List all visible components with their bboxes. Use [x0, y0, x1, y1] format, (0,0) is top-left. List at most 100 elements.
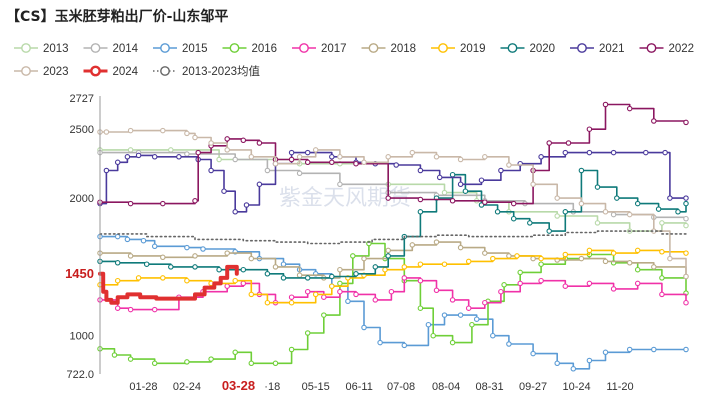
series-point-2022-15 — [417, 196, 424, 203]
series-point-2021-3 — [124, 154, 131, 160]
series-point-2020-22 — [527, 220, 533, 226]
series-point-2017-25 — [538, 277, 544, 284]
series-point-2021-14 — [288, 149, 295, 156]
series-point-2016-17 — [417, 305, 424, 311]
series-point-2019-16 — [417, 261, 424, 267]
series-point-2016-9 — [288, 346, 295, 353]
series-point-2020-4 — [192, 264, 198, 270]
legend-item-2015[interactable]: 2015 — [153, 43, 208, 55]
series-point-2019-17 — [441, 261, 448, 267]
series-point-2023-21 — [554, 195, 560, 201]
legend-swatch-marker — [90, 43, 101, 53]
series-point-2021-1 — [103, 167, 110, 174]
series-point-2019-15 — [401, 264, 408, 270]
series-point-2019-7 — [248, 291, 255, 298]
series-point-2019-26 — [659, 249, 665, 255]
series-point-2023-16 — [433, 154, 440, 160]
series-point-2022-6 — [224, 136, 230, 142]
x-tick-label-03-28: 03-28 — [222, 378, 255, 393]
series-point-2017-11 — [304, 288, 311, 295]
series-point-2020-2 — [143, 261, 150, 267]
series-point-2023-17 — [457, 156, 464, 163]
series-point-2013-11 — [554, 213, 560, 219]
series-point-2018-4 — [224, 250, 230, 256]
series-point-2023-3 — [160, 127, 166, 134]
series-point-2018-9 — [337, 266, 343, 273]
series-point-2014-2 — [184, 151, 190, 157]
series-point-2016-23 — [517, 269, 523, 276]
legend-item-2013-2023[interactable]: 2013-2023均值 — [153, 65, 260, 78]
legend-swatch-marker — [21, 43, 31, 53]
series-point-2020-28 — [634, 200, 641, 207]
series-point-2019-19 — [490, 255, 496, 262]
series-point-2021-27 — [562, 149, 569, 156]
series-point-2021-12 — [256, 181, 263, 188]
series-point-2019-27 — [683, 250, 689, 256]
series-point-2013-14 — [659, 220, 665, 226]
legend-label: 2013-2023均值 — [182, 65, 260, 78]
legend-item-2021[interactable]: 2021 — [570, 43, 625, 55]
series-point-2023-10 — [296, 154, 303, 160]
series-point-2017-22 — [482, 299, 488, 306]
y-tick-label-2727: 2727 — [70, 93, 94, 105]
legend-item-2017[interactable]: 2017 — [292, 43, 347, 55]
legend-item-2014[interactable]: 2014 — [83, 43, 139, 55]
x-tick-label-08-04: 08-04 — [432, 381, 460, 393]
series-point-2021-23 — [478, 177, 485, 183]
series-point-2018-6 — [272, 264, 279, 270]
series-2020 — [97, 167, 689, 281]
series-point-2022-25 — [651, 118, 657, 124]
legend-item-2024[interactable]: 2024 — [83, 65, 139, 78]
series-2019 — [97, 247, 689, 306]
legend-item-2019[interactable]: 2019 — [431, 43, 486, 55]
legend-swatch-marker — [368, 43, 379, 53]
series-point-2015-18 — [441, 312, 448, 318]
series-point-2023-1 — [103, 129, 110, 135]
series-point-2020-5 — [216, 266, 222, 273]
series-2023 — [97, 127, 689, 280]
x-tick-label-01-28: 01-28 — [129, 381, 157, 393]
series-point-2020-18 — [462, 188, 469, 194]
series-point-2021-24 — [498, 167, 504, 174]
series-point-2015-9 — [280, 261, 287, 267]
series-point-2017-23 — [498, 288, 504, 295]
legend-item-2016[interactable]: 2016 — [222, 43, 278, 55]
series-point-2016-1 — [111, 352, 118, 358]
x-tick-label-05-15: 05-15 — [302, 381, 330, 393]
legend-item-2020[interactable]: 2020 — [500, 43, 556, 55]
series-point-2021-2 — [114, 159, 121, 166]
y-tick-labels: 722.0 1000 1450 2000 2500 2727 — [65, 93, 94, 381]
series-point-2014-4 — [264, 167, 271, 174]
legend-item-2013[interactable]: 2013 — [14, 43, 69, 55]
series-point-2020-23 — [546, 228, 552, 234]
series-point-2019-1 — [114, 277, 121, 284]
y-tick-label-1450: 1450 — [65, 266, 94, 281]
series-point-2018-10 — [361, 255, 367, 262]
legend-item-2023[interactable]: 2023 — [14, 66, 69, 78]
series-line-2015 — [99, 235, 687, 370]
series-point-2022-20 — [546, 140, 552, 146]
series-point-2023-27 — [683, 273, 689, 280]
series-point-2021-5 — [151, 154, 158, 160]
series-point-2023-12 — [337, 154, 343, 160]
series-point-2023-23 — [602, 209, 609, 215]
series-point-2020-20 — [494, 209, 501, 215]
series-point-2020-29 — [655, 206, 662, 212]
legend-swatch-marker — [21, 66, 31, 76]
series-point-2020-30 — [675, 209, 681, 215]
series-point-2020-9 — [304, 275, 311, 281]
series-point-2019-11 — [329, 283, 335, 289]
series-point-2016-12 — [337, 280, 343, 287]
series-point-2016-5 — [208, 356, 214, 362]
series-point-2022-14 — [385, 195, 391, 201]
series-point-2021-20 — [417, 167, 424, 174]
legend-swatch-marker — [160, 43, 170, 53]
legend-label: 2022 — [669, 43, 695, 55]
legend-item-2022[interactable]: 2022 — [639, 43, 695, 55]
series-point-2020-8 — [280, 275, 287, 281]
legend-item-2018[interactable]: 2018 — [361, 43, 417, 55]
series-point-2018-12 — [409, 242, 416, 248]
series-point-2017-17 — [401, 275, 408, 281]
series-point-2019-22 — [562, 251, 569, 258]
series-point-2015-13 — [345, 298, 351, 305]
